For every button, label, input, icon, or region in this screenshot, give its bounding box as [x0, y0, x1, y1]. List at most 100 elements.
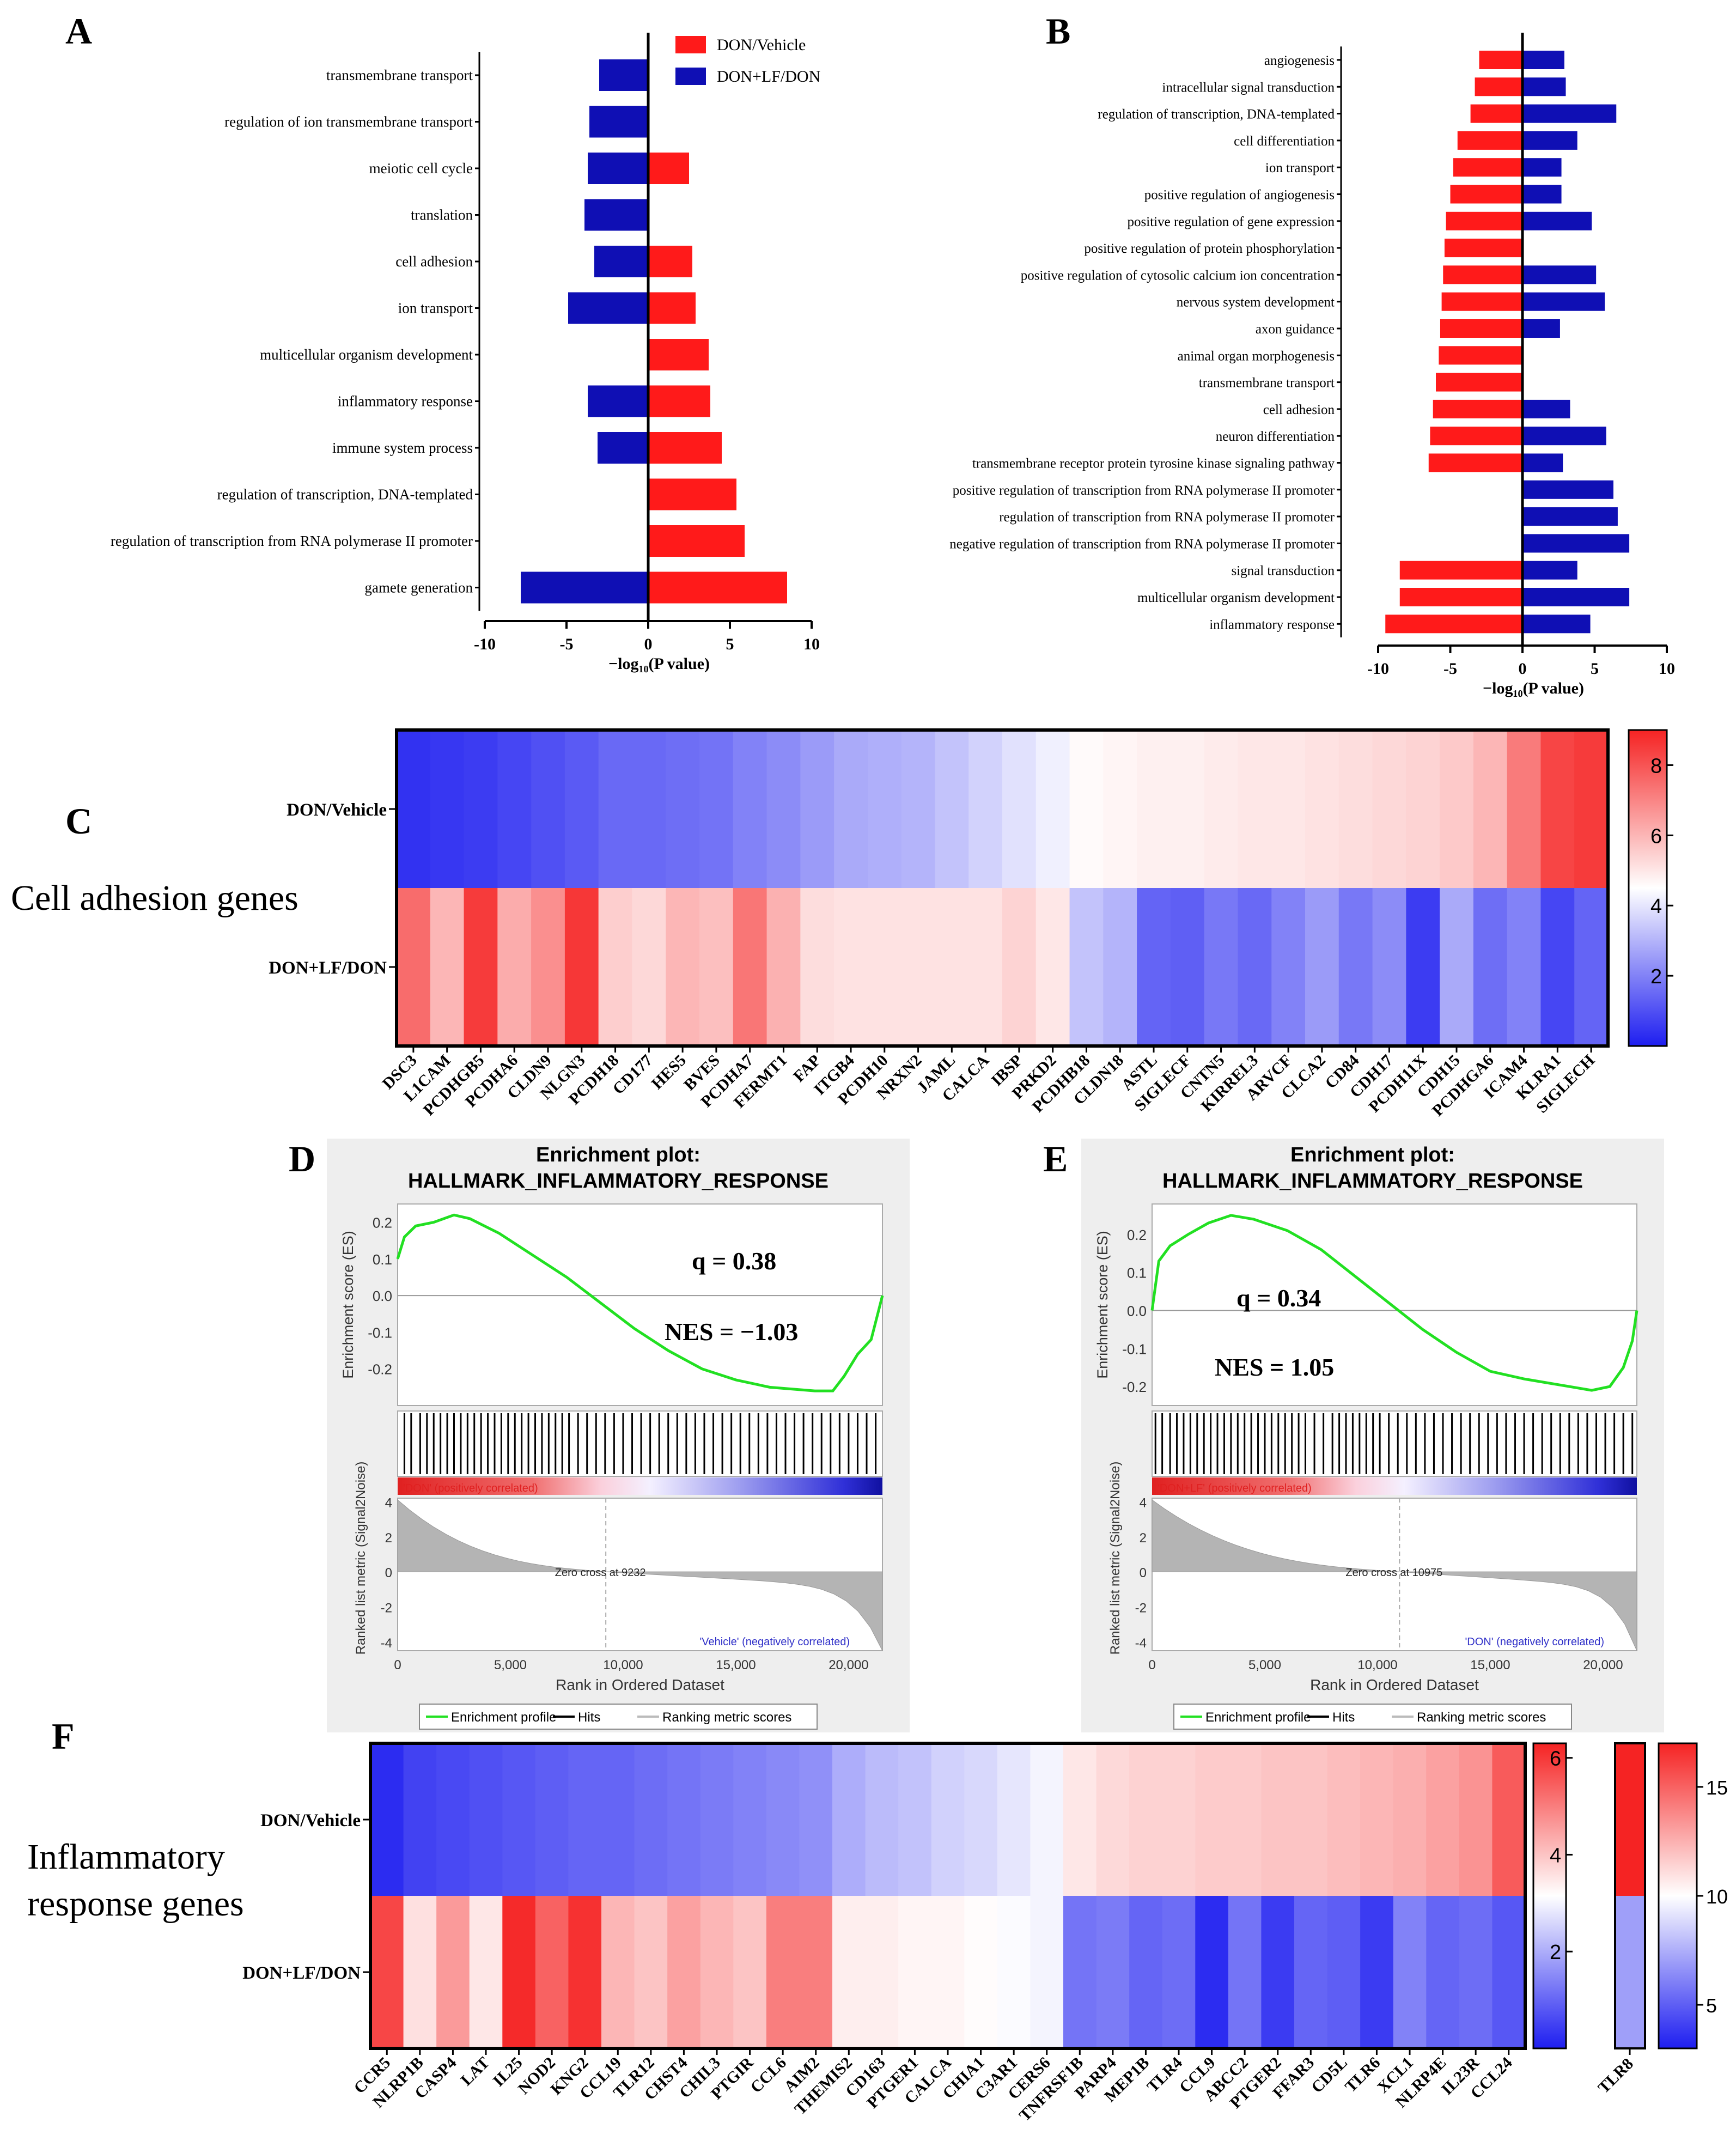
category-label: transmembrane transport — [1199, 376, 1335, 391]
heatmap-cell — [1507, 730, 1542, 889]
heatmap-cell — [699, 888, 734, 1047]
heatmap-cell — [1195, 1743, 1229, 1896]
es-y-tick-label: -0.2 — [368, 1361, 392, 1378]
heatmap-cell — [766, 1896, 800, 2049]
heatmap-cell — [1393, 1743, 1427, 1896]
bar — [1522, 480, 1613, 499]
category-label: gamete generation — [364, 580, 473, 596]
heatmap-cell — [865, 1743, 899, 1896]
heatmap-cell — [1294, 1743, 1328, 1896]
x-tick-label: 5 — [1591, 660, 1599, 678]
column-label: CCL6 — [747, 2054, 790, 2097]
es-y-tick-label: 0.1 — [1127, 1265, 1147, 1281]
heatmap-cell — [832, 1896, 866, 2049]
bar — [1457, 131, 1522, 150]
column-label: LAT — [458, 2054, 493, 2089]
bar — [1522, 399, 1570, 418]
es-y-tick-label: -0.2 — [1122, 1379, 1147, 1395]
colorbar-tick-label: 4 — [1550, 1844, 1561, 1867]
heatmap-cell — [1137, 730, 1171, 889]
heatmap-cell — [799, 1743, 833, 1896]
heatmap-cell — [601, 1896, 635, 2049]
heatmap-cell — [1030, 1896, 1064, 2049]
heatmap-cell — [469, 1743, 503, 1896]
heatmap-cell — [667, 1896, 701, 2049]
panel-label: D — [289, 1138, 315, 1179]
gsea-legend — [1173, 1704, 1572, 1730]
category-label: cell adhesion — [1263, 403, 1335, 417]
panel-c: C Cell adhesion genes DON/Vehicle DON+LF/DO… — [11, 728, 1673, 1120]
heatmap-cell — [1063, 1896, 1097, 2049]
heatmap-cell — [1238, 888, 1272, 1047]
heatmap-cell — [1170, 730, 1205, 889]
heatmap-cell — [531, 730, 565, 889]
bar — [1453, 158, 1522, 177]
heatmap-cell — [1103, 730, 1138, 889]
heatmap-cell — [997, 1743, 1031, 1896]
heatmap-cell — [1162, 1896, 1196, 2049]
bar — [1522, 453, 1563, 472]
metric-y-axis-label: Ranked list metric (Signal2Noise) — [1108, 1462, 1123, 1655]
heatmap-cell — [1327, 1896, 1361, 2049]
heatmap-cell — [1360, 1896, 1394, 2049]
category-label: ion transport — [1265, 161, 1335, 175]
rank-color-strip — [1152, 1477, 1637, 1495]
heatmap-cell — [1440, 730, 1474, 889]
metric-y-tick-label: 4 — [385, 1495, 392, 1510]
panel-label: A — [65, 10, 92, 52]
category-label: cell adhesion — [395, 253, 473, 270]
heatmap-cell — [1492, 1743, 1526, 1896]
es-y-tick-label: 0.2 — [1127, 1227, 1147, 1243]
panel-label: F — [52, 1716, 75, 1757]
heatmap-cell — [799, 1896, 833, 2049]
heatmap-cell — [834, 730, 868, 889]
heatmap-cell — [766, 888, 801, 1047]
heatmap-cell — [1540, 888, 1575, 1047]
heatmap-cell — [700, 1896, 734, 2049]
metric-y-tick-label: -4 — [381, 1636, 392, 1651]
heatmap-cell — [1129, 1743, 1163, 1896]
heatmap-cell — [1305, 888, 1339, 1047]
heatmap-cell — [1002, 888, 1037, 1047]
heatmap-cell — [469, 1896, 503, 2049]
heatmap-cell — [1406, 730, 1441, 889]
heatmap-cell — [964, 1743, 998, 1896]
category-label: axon guidance — [1256, 322, 1335, 337]
heatmap-cell — [667, 1743, 701, 1896]
category-label: positive regulation of gene expression — [1128, 215, 1335, 229]
x-tick-label: 0 — [644, 635, 653, 653]
x-tick-label: 5 — [726, 635, 734, 653]
legend-swatch — [675, 36, 706, 53]
category-label: neuron differentiation — [1216, 429, 1335, 444]
row-label: DON+LF/DON — [269, 958, 387, 978]
heatmap-cell — [601, 1743, 635, 1896]
column-label: HES5 — [648, 1051, 690, 1093]
bar — [1450, 185, 1522, 204]
legend-label: Hits — [1332, 1710, 1355, 1725]
zero-cross-text: Zero cross at 10975 — [1345, 1567, 1442, 1579]
heatmap-cell — [901, 888, 936, 1047]
heatmap-cell — [800, 888, 835, 1047]
side-label: response genes — [27, 1884, 244, 1924]
x-tick-label: 10 — [1659, 660, 1675, 678]
heatmap-cell — [968, 730, 1003, 889]
bar — [648, 571, 787, 604]
legend-label: DON/Vehicle — [717, 36, 806, 54]
bar — [648, 339, 709, 370]
heatmap-cell — [700, 1743, 734, 1896]
bar — [648, 385, 710, 417]
rank-x-tick-label: 10,000 — [1357, 1658, 1397, 1672]
metric-y-tick-label: 2 — [1140, 1531, 1147, 1546]
heatmap-cell — [935, 730, 970, 889]
heatmap-cell — [436, 1743, 470, 1896]
heatmap-cell — [898, 1896, 932, 2049]
heatmap-cell — [1129, 1896, 1163, 2049]
x-axis-label: −log₁₀(P value) — [608, 655, 710, 673]
category-label: translation — [411, 207, 473, 223]
bar — [1522, 292, 1605, 311]
heatmap-cell — [598, 888, 633, 1047]
bar — [1522, 427, 1606, 446]
bar — [1433, 399, 1522, 418]
panel-e: E Enrichment plot: HALLMARK_INFLAMMATORY_R… — [1043, 1138, 1664, 1732]
